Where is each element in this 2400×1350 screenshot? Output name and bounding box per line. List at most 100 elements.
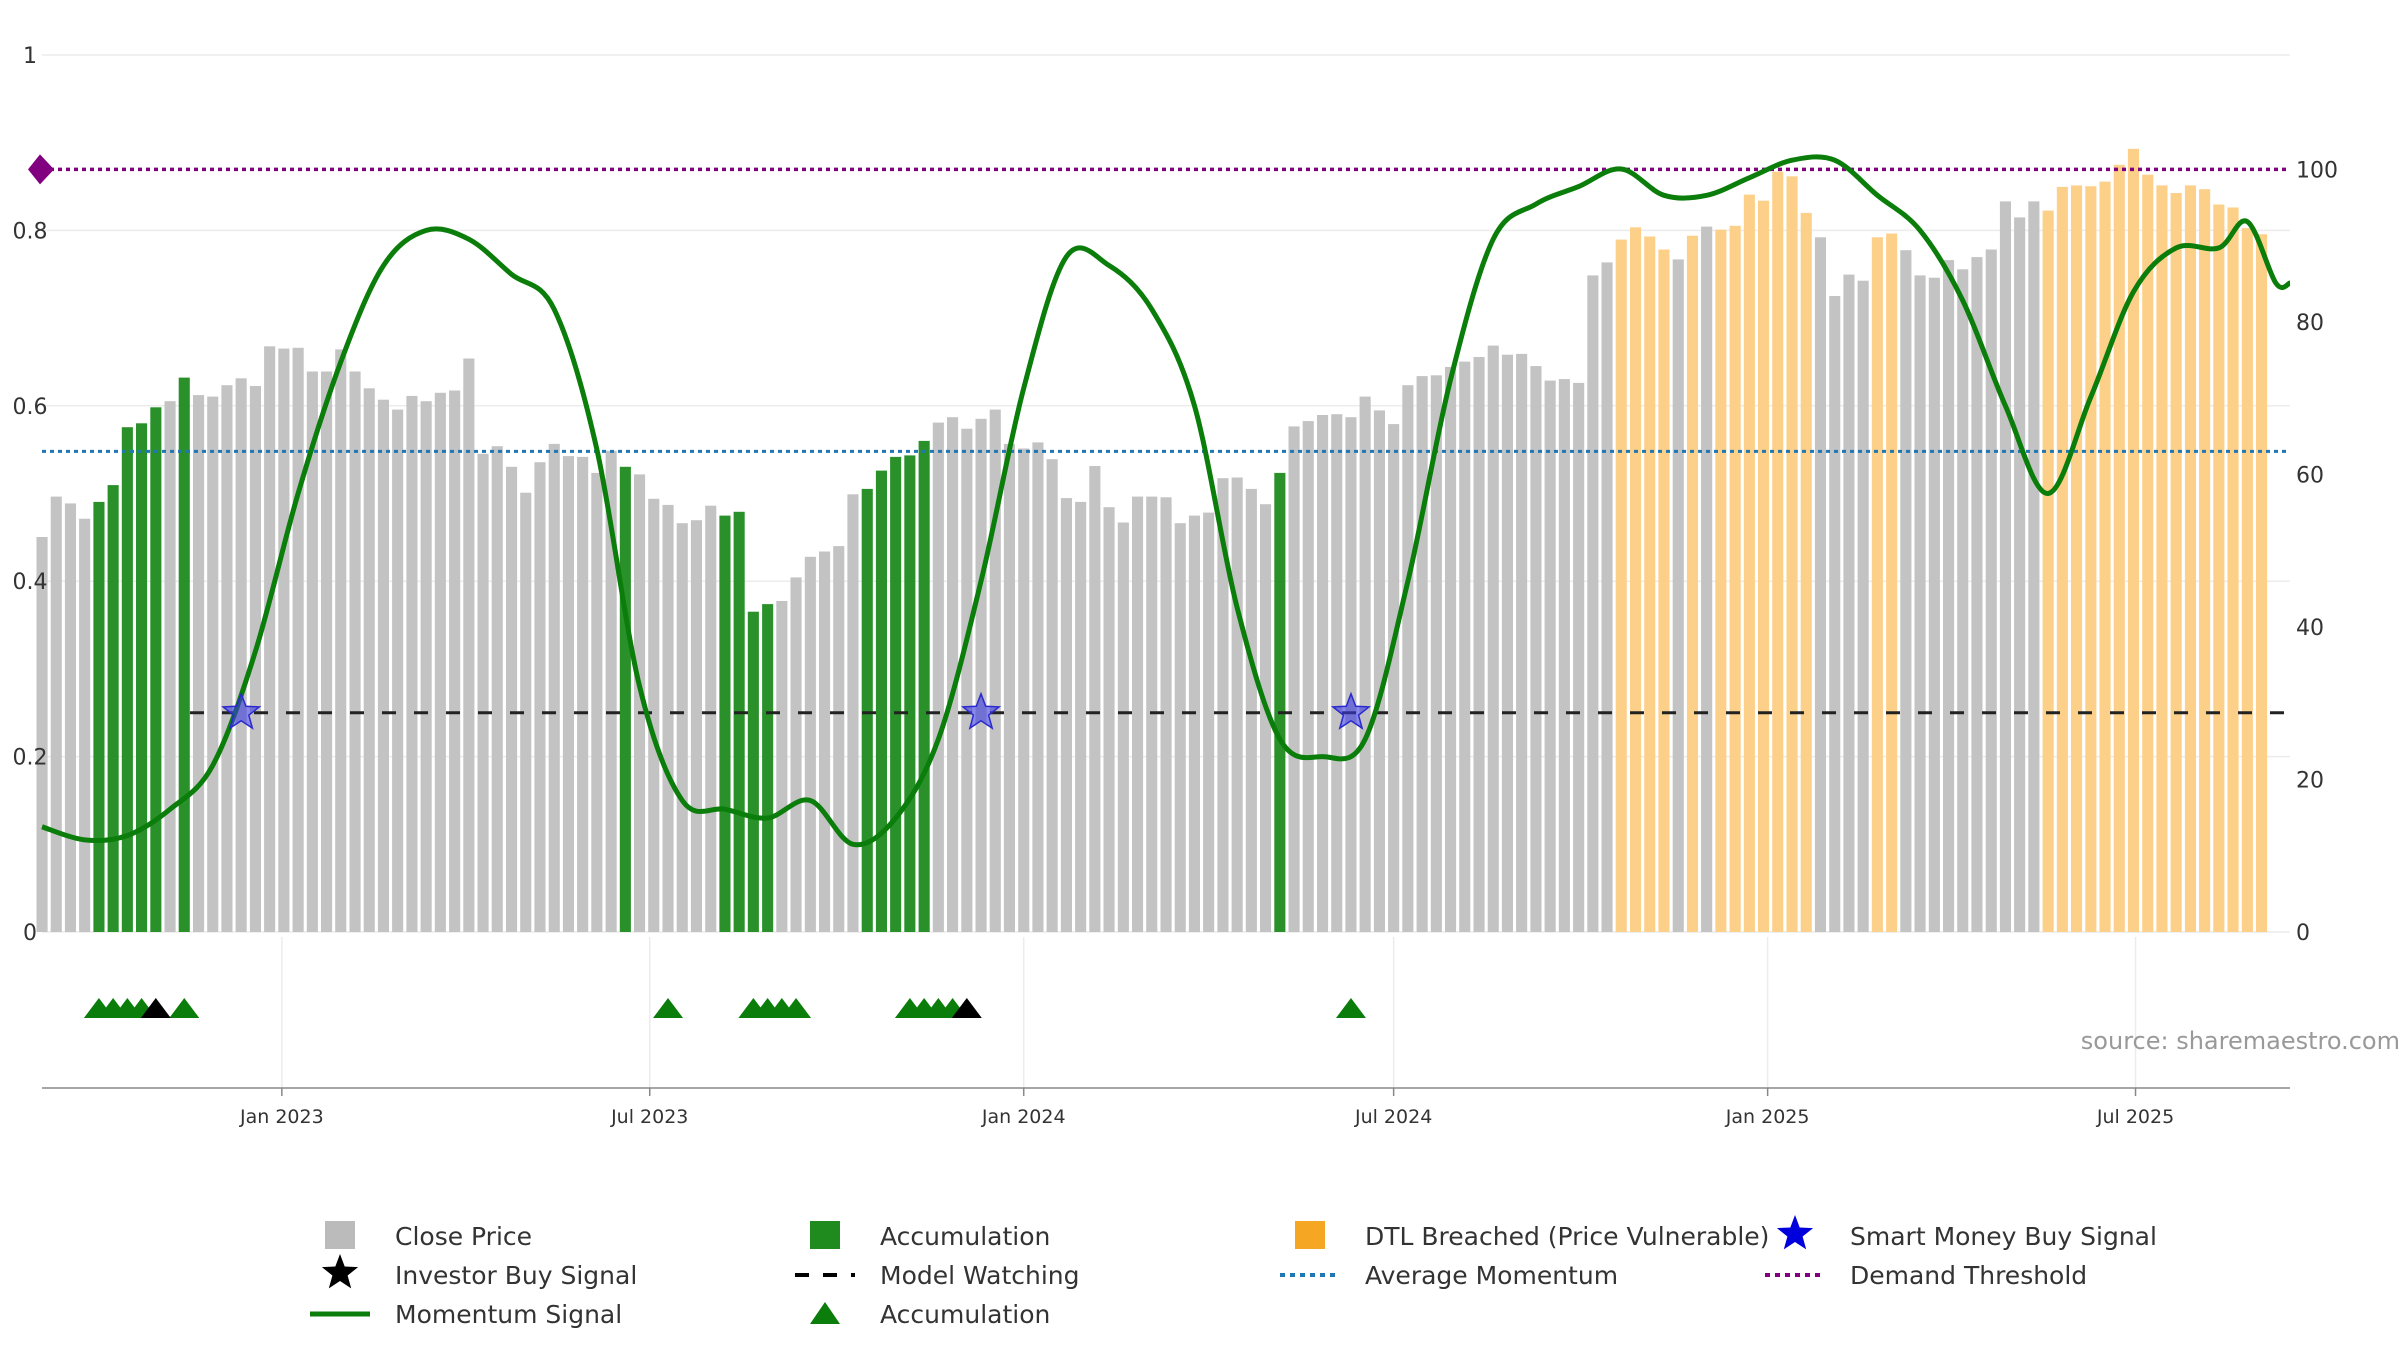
dtl-breached-bar [1644,236,1656,932]
legend-label: Smart Money Buy Signal [1850,1222,2157,1251]
close-price-bar [2028,201,2040,932]
legend-item: Model Watching [795,1261,1080,1290]
close-price-bar [1501,354,1513,932]
y-left-tick-label: 0.8 [13,219,48,244]
close-price-bar [1075,501,1087,932]
smart-money-buy-signal-star [221,691,262,730]
close-price-bar [491,446,503,932]
close-price-bar [790,577,802,932]
x-tick-label: Jul 2023 [610,1106,688,1128]
close-price-bar [1601,262,1613,932]
close-price-bar [264,346,276,932]
close-price-bar [1701,226,1713,933]
close-price-bar [975,418,987,932]
close-price-bar [1117,522,1129,932]
accumulation-bar [107,485,119,932]
investor-buy-signal-marker [951,998,982,1018]
dtl-breached-bar [2213,204,2225,932]
close-price-bar [1829,296,1841,932]
accumulation-bar [121,427,133,932]
close-price-bar [1032,442,1044,932]
legend-star-icon [321,1254,359,1289]
legend-item: Investor Buy Signal [321,1254,637,1290]
dtl-breached-bar [1658,249,1670,932]
close-price-bar [292,347,304,932]
close-price-bar [577,456,589,932]
accumulation-bar [93,501,105,932]
close-price-bar [349,371,361,932]
accumulation-triangle [169,998,200,1018]
close-price-bar [961,428,973,932]
close-price-bar [1089,466,1101,932]
dtl-breached-bar [2227,207,2239,932]
close-price-bar [1388,424,1400,932]
dtl-breached-bar [1871,237,1883,933]
close-price-bar [1217,478,1229,932]
momentum-layer [41,154,2291,848]
close-price-bar [548,443,560,932]
close-price-bar [1487,345,1499,933]
legend-label: Accumulation [880,1222,1050,1251]
close-price-bar [1544,380,1556,933]
close-price-bar [1003,443,1015,932]
accumulation-bar [619,466,631,932]
close-price-bar [1445,366,1457,932]
y-right-tick-label: 20 [2296,768,2324,793]
accumulation-triangle [653,998,684,1018]
close-price-bar [932,422,944,932]
close-price-bar [2014,217,2026,932]
close-price-bar [989,409,1001,933]
dtl-breached-bar [2142,174,2154,932]
legend-item: Demand Threshold [1765,1261,2087,1290]
x-tick-label: Jan 2025 [1725,1106,1810,1128]
close-price-bar [1957,269,1969,932]
close-price-bar [1288,426,1300,932]
legend-item: Accumulation [810,1221,1050,1251]
dtl-breached-bar [1729,225,1741,933]
close-price-bar [1430,375,1442,932]
dtl-breached-bar [2127,148,2139,933]
close-price-bar [1516,353,1528,932]
dtl-breached-bar [1758,200,1770,932]
close-price-bar [1473,357,1485,932]
close-price-bar [1530,366,1542,933]
close-price-bar [1402,385,1414,932]
close-price-bar [1373,410,1385,932]
close-price-bar [406,395,418,932]
dtl-breached-bar [1715,229,1727,933]
close-price-bar [1146,496,1158,932]
close-price-bar [1260,504,1272,932]
legend-label: Average Momentum [1365,1261,1618,1290]
close-price-bar [207,396,219,933]
dtl-breached-bar [2056,186,2068,932]
legend-label: Demand Threshold [1850,1261,2087,1290]
y-right-tick-label: 0 [2296,921,2310,946]
close-price-bar [420,401,432,932]
dtl-breached-bar [1630,227,1642,933]
dtl-breached-bar [2199,189,2211,932]
smart-money-buy-signal-star [960,691,1002,730]
source-text: source: sharemaestro.com [2081,1027,2400,1055]
momentum-signal-line [41,154,2291,848]
investor-buy-signal-marker [140,998,171,1018]
legend-square [1295,1221,1325,1249]
close-price-bar [705,505,717,932]
close-price-bar [377,399,389,932]
close-price-bar [1573,382,1585,932]
dtl-breached-bar [1743,194,1755,933]
legend-item: Average Momentum [1280,1261,1618,1290]
close-price-bar [847,494,859,932]
signals [83,691,1372,1018]
close-price-bar [1203,512,1215,932]
close-price-bar [1060,498,1072,932]
close-price-bar [1231,477,1243,932]
demand-threshold-marker [28,154,54,185]
close-price-bar [506,466,518,932]
legend-item: Smart Money Buy Signal [1776,1215,2157,1251]
close-price-bar [648,498,660,932]
y-right-tick-label: 80 [2296,311,2324,336]
legend-star-icon [1776,1215,1814,1250]
accumulation-bar [136,423,148,932]
close-price-bar [1985,249,1997,932]
